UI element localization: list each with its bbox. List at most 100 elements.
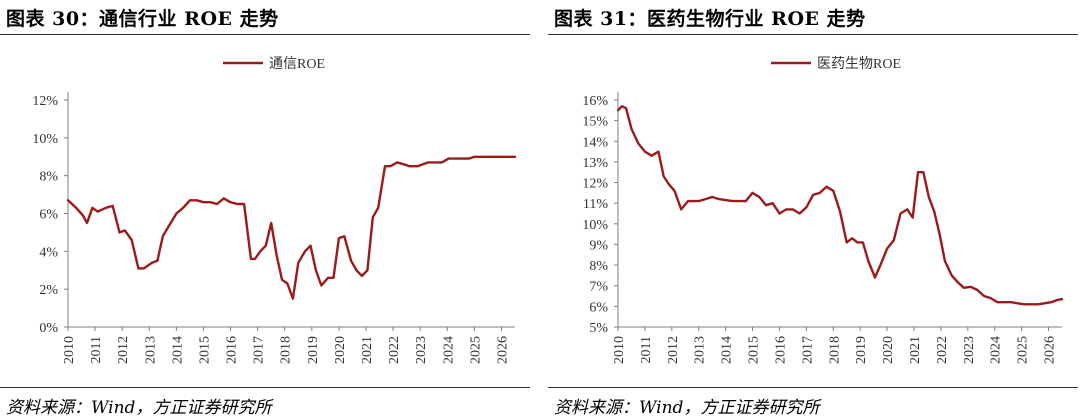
data-point xyxy=(751,192,754,194)
data-point xyxy=(680,208,682,210)
data-point xyxy=(494,156,496,158)
y-tick-label: 11% xyxy=(583,197,608,212)
data-point xyxy=(276,254,278,256)
data-point xyxy=(151,262,153,264)
x-tick-label: 2021 xyxy=(360,336,375,364)
data-point xyxy=(480,156,482,158)
data-point xyxy=(663,175,665,177)
data-point xyxy=(933,210,935,212)
data-point xyxy=(922,171,924,173)
x-tick-label: 2013 xyxy=(693,336,708,364)
data-point xyxy=(91,207,93,209)
data-point xyxy=(105,207,107,209)
title-rule xyxy=(0,34,530,35)
y-tick-label: 4% xyxy=(39,245,58,260)
data-point xyxy=(976,289,978,291)
y-tick-label: 16% xyxy=(582,94,608,109)
x-tick-label: 2026 xyxy=(495,336,510,364)
data-point xyxy=(1061,298,1063,300)
data-point xyxy=(799,212,801,215)
data-point xyxy=(309,245,312,247)
data-point xyxy=(124,229,126,232)
y-tick-label: 8% xyxy=(589,259,608,274)
panel-pharma-roe: 图表 31：医药生物行业 ROE 走势 5% 6% 7% 8% 9% 10% 11% 12% 1… xyxy=(548,0,1078,419)
data-point xyxy=(327,277,329,279)
x-tick-label: 2014 xyxy=(720,336,735,364)
x-tick-label: 2011 xyxy=(639,336,654,363)
data-point xyxy=(408,165,410,167)
data-point xyxy=(718,198,720,200)
x-tick-label: 2023 xyxy=(962,336,977,364)
data-point xyxy=(223,197,225,199)
data-point xyxy=(86,222,88,224)
data-point xyxy=(377,207,379,209)
x-tick-label: 2023 xyxy=(414,336,429,364)
x-tick-label: 2024 xyxy=(441,336,456,364)
x-tick-label: 2016 xyxy=(225,336,240,364)
data-point xyxy=(772,202,774,204)
data-point xyxy=(468,158,470,160)
data-point xyxy=(917,171,919,173)
series-line xyxy=(66,155,517,300)
data-point xyxy=(82,214,84,216)
data-point xyxy=(137,267,139,269)
data-point xyxy=(270,222,272,224)
data-point xyxy=(112,205,114,207)
data-point xyxy=(332,277,335,279)
data-point xyxy=(236,203,238,205)
data-point xyxy=(229,201,232,203)
data-point xyxy=(243,203,245,205)
data-point xyxy=(879,264,881,266)
y-tick-label: 5% xyxy=(589,321,608,336)
x-tick-label: 2024 xyxy=(989,336,1004,364)
data-point xyxy=(939,233,941,235)
data-point xyxy=(886,248,888,250)
data-point xyxy=(651,155,653,157)
data-point xyxy=(785,208,787,210)
data-point xyxy=(944,260,946,262)
data-point xyxy=(738,200,740,202)
data-point xyxy=(899,212,902,215)
x-tick-label: 2020 xyxy=(881,336,896,364)
data-point xyxy=(621,105,623,107)
data-point xyxy=(617,109,619,111)
data-point xyxy=(384,165,386,167)
data-point xyxy=(97,211,99,213)
data-point xyxy=(825,186,828,188)
data-point xyxy=(1003,301,1005,303)
data-point xyxy=(343,235,345,237)
data-point xyxy=(448,158,450,160)
data-point xyxy=(250,258,252,260)
title-rule xyxy=(548,34,1078,35)
y-tick-label: 10% xyxy=(582,218,608,233)
data-point xyxy=(297,262,299,264)
y-tick-label: 10% xyxy=(32,132,58,147)
data-point xyxy=(1030,303,1032,305)
x-tick-label: 2019 xyxy=(306,336,321,364)
data-point xyxy=(265,245,267,247)
x-tick-label: 2025 xyxy=(468,336,483,364)
data-point xyxy=(725,199,727,201)
data-point xyxy=(657,151,659,153)
data-point xyxy=(928,196,930,198)
data-point xyxy=(281,279,283,281)
data-point xyxy=(630,128,633,130)
data-point xyxy=(1017,302,1019,304)
data-point xyxy=(182,207,184,209)
data-point xyxy=(487,156,489,158)
data-point xyxy=(893,239,895,241)
data-point xyxy=(792,208,794,210)
x-tick-label: 2017 xyxy=(252,336,267,364)
data-point xyxy=(162,235,164,237)
data-point xyxy=(673,190,676,192)
figure-title: 图表 31：医药生物行业 ROE 走势 xyxy=(554,8,866,30)
x-tick-label: 2022 xyxy=(387,336,402,364)
data-point xyxy=(514,156,516,158)
data-point xyxy=(1037,303,1039,305)
data-point xyxy=(951,274,953,276)
x-tick-label: 2015 xyxy=(747,336,762,364)
data-point xyxy=(350,260,352,262)
data-point xyxy=(143,267,145,269)
x-tick-label: 2015 xyxy=(197,336,212,364)
data-point xyxy=(704,198,707,200)
